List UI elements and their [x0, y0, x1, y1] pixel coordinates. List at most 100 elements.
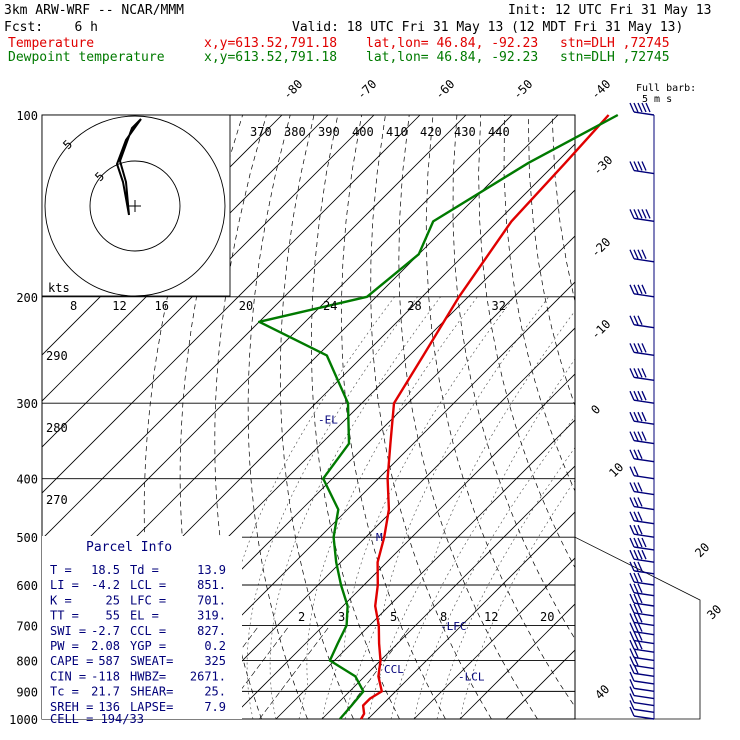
mixing-ratio-label: 12 — [484, 610, 498, 624]
wind-barb-flag — [637, 572, 643, 583]
dry-adiabat — [478, 115, 575, 569]
wind-barb-staff — [633, 420, 655, 425]
theta-tick-label: 390 — [318, 125, 340, 139]
wind-barb-flag — [629, 411, 635, 422]
parcel-info-value: -118 — [91, 669, 120, 683]
wind-barb-staff — [633, 399, 655, 404]
wind-barb-flag — [633, 622, 639, 632]
wind-barb-flag — [629, 368, 635, 378]
wind-barb-flag — [629, 686, 635, 696]
wind-barb-flag — [641, 431, 647, 441]
wind-barb-flag — [645, 102, 651, 113]
wind-barb-flag — [637, 561, 643, 572]
wind-barb-staff — [633, 111, 655, 116]
parcel-info-value: 827. — [197, 624, 226, 638]
wind-barb-flag — [629, 537, 635, 548]
wind-barb-staff — [633, 324, 655, 329]
wind-barb-flag — [629, 693, 635, 703]
level-marker: M — [376, 531, 383, 544]
wind-barb-staff — [633, 505, 655, 511]
isotherm-line — [459, 603, 575, 719]
wind-barb-staff — [633, 664, 655, 670]
isotherm-tick-label: -80 — [280, 77, 305, 102]
wind-barb-flag — [637, 102, 643, 113]
parcel-info-key: Td = — [130, 563, 159, 577]
wind-barb-staff — [633, 376, 655, 382]
mixing-ratio-line — [259, 625, 331, 719]
dewpoint-latlon: lat,lon= 46.84, -92.23 — [366, 50, 539, 65]
wind-barb-flag — [629, 315, 635, 325]
wind-barb-flag — [637, 449, 643, 459]
isotherm-line — [505, 649, 575, 719]
parcel-info-key: SWEAT= — [130, 654, 173, 668]
pressure-tick-label: 600 — [16, 579, 38, 593]
wind-barb-flag — [629, 593, 635, 604]
wind-barb-flag — [641, 249, 647, 260]
wind-barb-flag — [629, 639, 635, 650]
wind-barb-flag — [633, 284, 639, 295]
dry-adiabat — [247, 115, 308, 719]
theta-tick-label: 400 — [352, 125, 374, 139]
wind-barb-flag — [641, 343, 647, 353]
wind-barb-staff — [633, 293, 655, 298]
wind-barb-flag — [633, 524, 639, 535]
isotherm-tick-label: -10 — [588, 317, 613, 342]
valid-time: Valid: 18 UTC Fri 31 May 13 (12 MDT Fri … — [292, 20, 684, 35]
theta-lower-label: 270 — [46, 493, 68, 507]
isotherm-tick-label: 40 — [592, 682, 612, 702]
wind-barb-flag — [629, 449, 635, 459]
isotherm-line — [183, 327, 575, 719]
wind-barb-flag — [629, 700, 635, 710]
wind-barb-flag — [629, 511, 635, 521]
parcel-info-key: SHEAR= — [130, 685, 173, 699]
moist-adiabat — [367, 310, 575, 719]
pressure-tick-label: 300 — [16, 397, 38, 411]
wind-barb-staff — [633, 570, 655, 575]
parcel-info-value: -2.7 — [91, 624, 120, 638]
wind-barb-flag — [629, 249, 635, 260]
parcel-info-key: HWBZ= — [130, 669, 166, 683]
wind-barb-staff — [633, 217, 655, 223]
wind-barb-staff — [633, 687, 655, 693]
isotherm-line — [367, 511, 575, 719]
wind-barb-flag — [633, 593, 639, 604]
wind-barb-staff — [633, 621, 655, 627]
wind-barb-staff — [633, 546, 655, 551]
moist-adiabat — [269, 296, 441, 719]
isotherm-line — [42, 115, 375, 448]
wind-barb-flag — [633, 431, 639, 441]
wind-barb-flag — [641, 390, 647, 401]
wind-barb-flag — [633, 368, 639, 378]
wind-barb-staff — [633, 581, 655, 586]
profiles-layer — [258, 113, 619, 720]
wind-barb-flag — [633, 561, 639, 572]
parcel-info-value: 7.9 — [204, 700, 226, 714]
temperature-legend: Temperature — [8, 36, 95, 51]
wind-barb-flag — [633, 161, 639, 171]
theta-lower-label: 290 — [46, 349, 68, 363]
wind-barb-flag — [637, 511, 643, 521]
wind-barb-staff — [633, 708, 655, 714]
dry-adiabat — [671, 115, 740, 719]
wind-barb-flag — [641, 102, 647, 113]
wind-barb-flag — [637, 284, 643, 295]
isotherm-tick-label: -30 — [590, 153, 615, 178]
wind-barb-flag — [629, 648, 635, 658]
wind-barb-flag — [633, 249, 639, 260]
dry-adiabat — [398, 115, 538, 719]
wind-barb-flag — [633, 482, 639, 492]
wind-barb-flag — [629, 561, 635, 572]
wind-barb-flag — [633, 466, 639, 476]
wind-barb-staff — [633, 169, 655, 175]
theta-tick-label: 370 — [250, 125, 272, 139]
profile-line-1 — [258, 113, 619, 720]
pressure-tick-label: 900 — [16, 685, 38, 699]
parcel-info-value: 2.08 — [91, 639, 120, 653]
isotherm-tick-label: -40 — [588, 77, 613, 102]
pressure-tick-label: 1000 — [9, 713, 38, 727]
moist-adiabat — [344, 296, 549, 719]
wind-barb-flag — [641, 209, 647, 219]
wind-barb-staff — [633, 439, 655, 445]
pressure-tick-label: 100 — [16, 109, 38, 123]
